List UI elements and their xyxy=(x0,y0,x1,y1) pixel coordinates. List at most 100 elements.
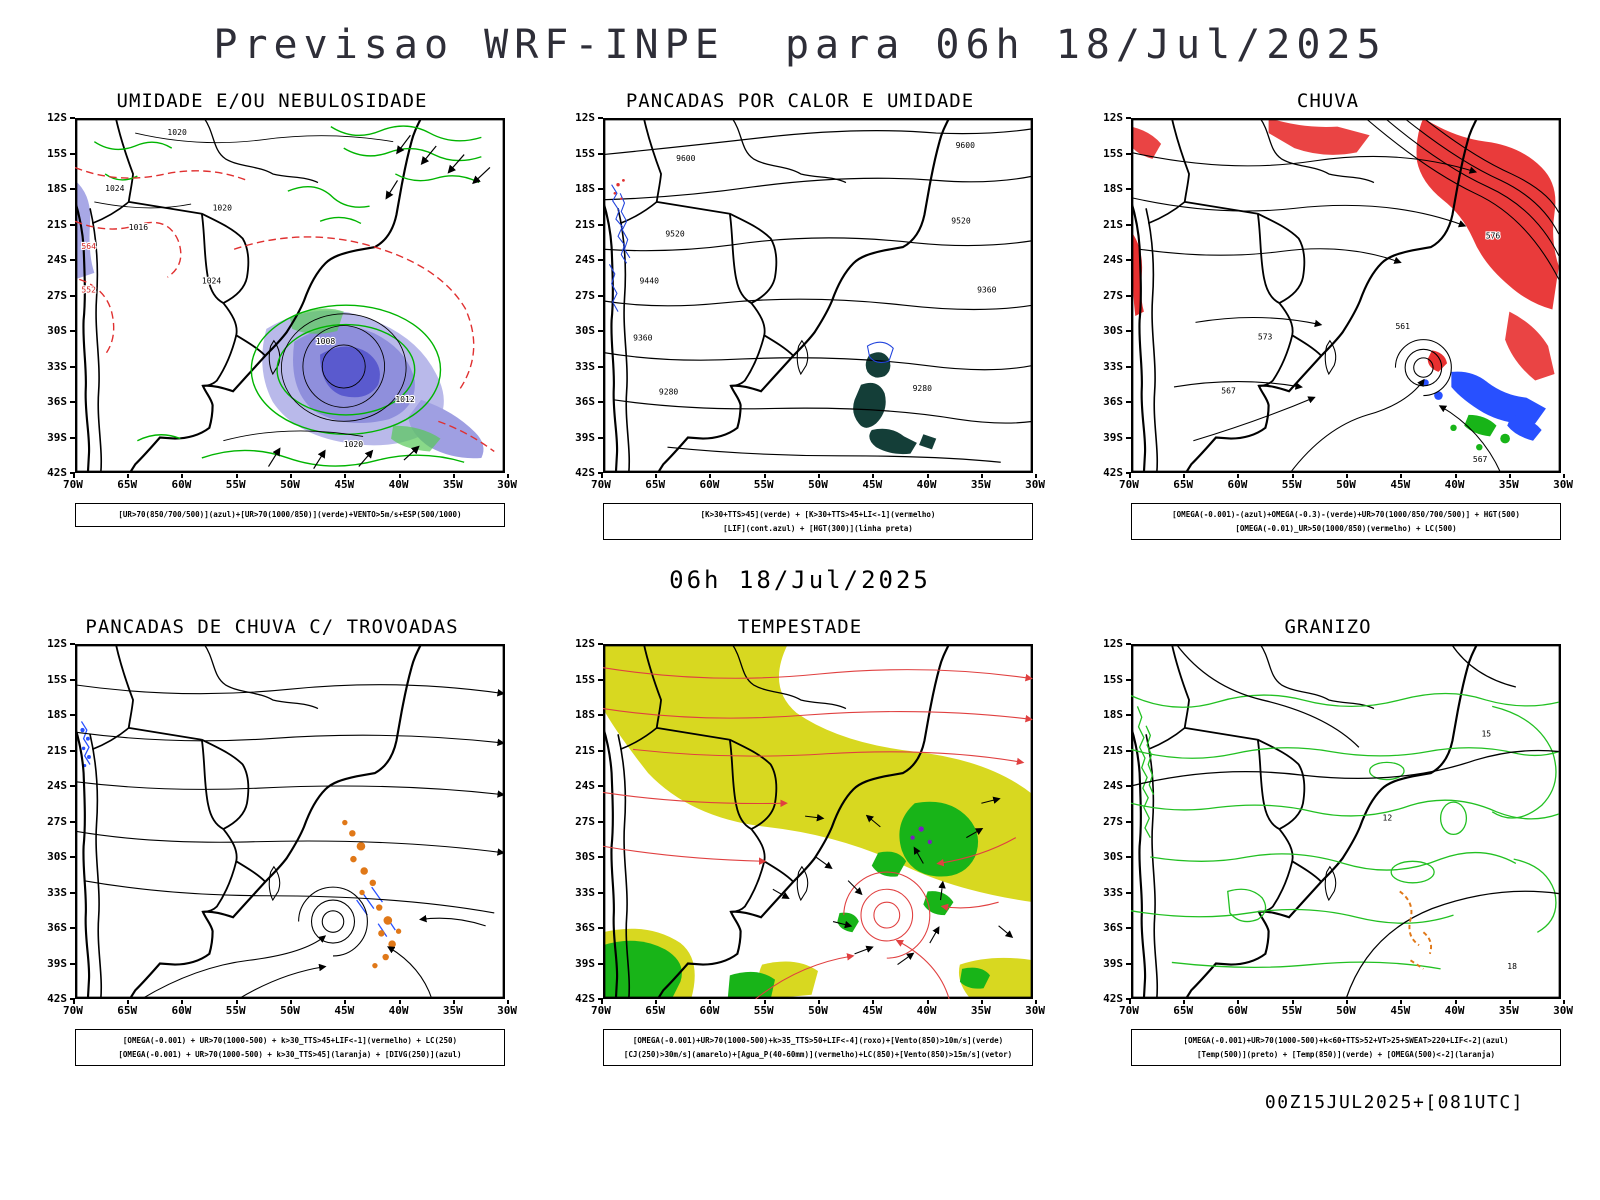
map-canvas-chuva: 576 573 567 561 567 xyxy=(1131,118,1561,473)
red-thickness-contours xyxy=(75,166,495,453)
lon-tick-label: 40W xyxy=(1445,1000,1464,1017)
forecast-row-bottom: PANCADAS DE CHUVA C/ TROVOADAS 12S 15S 18S… xyxy=(0,616,1600,1066)
lon-tick-label: 45W xyxy=(1390,1000,1410,1017)
lon-tick-label: 30W xyxy=(497,1000,517,1017)
lat-tick-label: 30S xyxy=(575,325,603,337)
purple-instability-dots xyxy=(910,826,932,845)
map-with-axes: 12S 15S 18S 21S 24S 27S 30S 33S 36S 39S 42S xyxy=(39,112,517,491)
svg-text:1024: 1024 xyxy=(202,277,222,286)
lon-tick-label: 50W xyxy=(280,474,300,491)
map-canvas-granizo: 12 15 18 xyxy=(1131,644,1561,999)
map-panel-trovoadas: PANCADAS DE CHUVA C/ TROVOADAS 12S 15S 18S… xyxy=(22,616,522,1066)
svg-text:1020: 1020 xyxy=(167,128,187,137)
lat-tick-label: 12S xyxy=(47,638,75,650)
lon-tick-label: 40W xyxy=(917,1000,936,1017)
wind850-areas xyxy=(603,801,990,999)
pressure-isobars xyxy=(94,132,407,442)
red-instability-specks xyxy=(613,178,625,200)
caption-line: [Temp(500)](preto) + [Temp(850)](verde) … xyxy=(1196,1049,1495,1059)
panel-title: UMIDADE E/OU NEBULOSIDADE xyxy=(116,90,428,112)
lon-tick-label: 35W xyxy=(971,1000,991,1017)
lon-tick-label: 30W xyxy=(1553,1000,1573,1017)
streamlines xyxy=(1131,118,1560,473)
lat-tick-label: 12S xyxy=(1103,638,1131,650)
map-panel-granizo: GRANIZO 12S 15S 18S 21S 24S 27S 30S 33S 36S 39S 42… xyxy=(1078,616,1578,1066)
map-canvas-trovoadas xyxy=(75,644,505,999)
svg-text:567: 567 xyxy=(1221,386,1236,395)
longitude-axis: 70W 65W 60W 55W 50W 45W 40W 35W 30W xyxy=(1119,1000,1573,1017)
streamlines xyxy=(75,684,505,999)
svg-text:9280: 9280 xyxy=(659,387,679,396)
valid-time-subtitle: 06h 18/Jul/2025 xyxy=(669,566,931,594)
page-title: Previsao WRF-INPE para 06h 18/Jul/2025 xyxy=(213,22,1387,68)
lon-tick-label: 50W xyxy=(808,1000,828,1017)
svg-text:9440: 9440 xyxy=(640,277,660,286)
svg-text:552: 552 xyxy=(81,285,96,294)
svg-text:9520: 9520 xyxy=(951,216,971,225)
lon-tick-label: 70W xyxy=(1119,1000,1139,1017)
lat-tick-label: 15S xyxy=(47,673,75,686)
red-streamlines xyxy=(603,667,1033,999)
lon-tick-label: 65W xyxy=(1173,474,1193,491)
lon-tick-label: 50W xyxy=(1336,1000,1356,1017)
lon-tick-label: 65W xyxy=(645,1000,665,1017)
lat-tick-label: 42S xyxy=(575,993,603,1005)
caption-line: [OMEGA(-0.01)_UR>50(1000/850)(vermelho) … xyxy=(1235,523,1457,533)
map-panel-pancadas-calor: PANCADAS POR CALOR E UMIDADE 12S 15S 18S 21… xyxy=(550,90,1050,540)
lat-tick-label: 21S xyxy=(1103,744,1131,757)
lon-tick-label: 35W xyxy=(971,474,991,491)
caption-box: [UR>70(850/700/500)](azul)+[UR>70(1000/8… xyxy=(75,503,505,527)
lat-tick-label: 21S xyxy=(575,218,603,231)
lat-tick-label: 42S xyxy=(1103,993,1131,1005)
panel-title: TEMPESTADE xyxy=(737,616,863,638)
caption-line: [LIF](cont.azul) + [HGT(300)](linha pret… xyxy=(723,523,913,533)
lon-tick-label: 30W xyxy=(1025,474,1045,491)
lat-tick-label: 33S xyxy=(1103,886,1131,899)
caption-line: [CJ(250)>30m/s](amarelo)+[Agua_P(40-60mm… xyxy=(623,1049,1013,1059)
latitude-axis: 12S 15S 18S 21S 24S 27S 30S 33S 36S 39S 42S xyxy=(1095,112,1131,479)
lat-tick-label: 18S xyxy=(575,709,603,721)
lat-tick-label: 18S xyxy=(47,709,75,721)
caption-box: [OMEGA(-0.001)-(azul)+OMEGA(-0.3)-(verde… xyxy=(1131,503,1561,540)
map-panel-chuva: CHUVA 12S 15S 18S 21S 24S 27S 30S 33S 36S 39S 42S xyxy=(1078,90,1578,540)
lat-tick-label: 27S xyxy=(575,289,603,302)
longitude-axis: 70W 65W 60W 55W 50W 45W 40W 35W 30W xyxy=(591,1000,1045,1017)
panel-title: CHUVA xyxy=(1296,90,1360,112)
caption-line: [OMEGA(-0.001) + UR>70(1000-500) + k>30_… xyxy=(118,1049,462,1059)
lat-tick-label: 27S xyxy=(575,815,603,828)
panel-title: PANCADAS POR CALOR E UMIDADE xyxy=(625,90,975,112)
lon-tick-label: 30W xyxy=(1025,1000,1045,1017)
caption-line: [OMEGA(-0.001)+UR>70(1000-500)+k>35_TTS>… xyxy=(632,1036,1004,1045)
lat-tick-label: 27S xyxy=(1103,815,1131,828)
wind-vectors xyxy=(267,134,491,470)
svg-text:9280: 9280 xyxy=(913,384,933,393)
lon-tick-label: 45W xyxy=(1390,474,1410,491)
lat-tick-label: 36S xyxy=(47,922,75,934)
lat-tick-label: 21S xyxy=(575,744,603,757)
svg-text:9360: 9360 xyxy=(977,285,997,294)
hgt300-contours xyxy=(603,128,1033,463)
map-with-axes: 12S 15S 18S 21S 24S 27S 30S 33S 36S 39S 42S xyxy=(1095,638,1573,1017)
lon-tick-label: 65W xyxy=(645,474,665,491)
map-with-axes: 12S 15S 18S 21S 24S 27S 30S 33S 36S 39S 42S xyxy=(1095,112,1573,491)
svg-text:12: 12 xyxy=(1383,813,1393,822)
lon-tick-label: 50W xyxy=(280,1000,300,1017)
lon-tick-label: 65W xyxy=(117,474,137,491)
lat-tick-label: 33S xyxy=(575,360,603,373)
south-america-basemap xyxy=(1131,644,1561,999)
caption-box: [K>30+TTS>45](verde) + [K>30+TTS>45+LI<-… xyxy=(603,503,1033,540)
shower-specks xyxy=(80,721,402,969)
lat-tick-label: 42S xyxy=(47,467,75,479)
lat-tick-label: 42S xyxy=(47,993,75,1005)
lon-tick-label: 45W xyxy=(334,474,354,491)
orange-shower-specks xyxy=(342,819,402,969)
lat-tick-label: 12S xyxy=(575,112,603,124)
omega-dashes xyxy=(1399,890,1433,970)
lat-tick-label: 30S xyxy=(1103,851,1131,863)
lat-tick-label: 15S xyxy=(575,147,603,160)
lon-tick-label: 30W xyxy=(497,474,517,491)
lat-tick-label: 12S xyxy=(575,638,603,650)
caption-box: [OMEGA(-0.001)+UR>70(1000-500)+k<60+TTS>… xyxy=(1131,1029,1561,1066)
map-canvas-pancadas-calor: 9600 9600 9520 9520 9440 9360 9360 9280 … xyxy=(603,118,1033,473)
longitude-axis: 70W 65W 60W 55W 50W 45W 40W 35W 30W xyxy=(1119,474,1573,491)
